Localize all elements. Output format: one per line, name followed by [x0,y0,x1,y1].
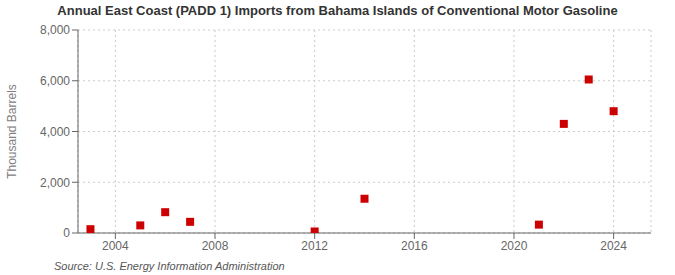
svg-text:2,000: 2,000 [40,176,70,190]
svg-text:2012: 2012 [301,239,328,253]
svg-text:2024: 2024 [600,239,627,253]
svg-text:4,000: 4,000 [40,125,70,139]
html-text:Annual East Coast (PADD 1) Imp: Annual East Coast (PADD 1) Imports from … [57,3,618,18]
svg-text:8,000: 8,000 [40,23,70,37]
svg-text:2008: 2008 [202,239,229,253]
svg-text:Thousand Barrels: Thousand Barrels [8,84,19,179]
svg-text:6,000: 6,000 [40,74,70,88]
svg-text:2016: 2016 [401,239,428,253]
svg-text:0: 0 [63,226,70,240]
html-text:Source: U.S. Energy Informatio: Source: U.S. Energy Information Administ… [54,260,285,272]
svg-text:2004: 2004 [102,239,129,253]
svg-text:2020: 2020 [501,239,528,253]
